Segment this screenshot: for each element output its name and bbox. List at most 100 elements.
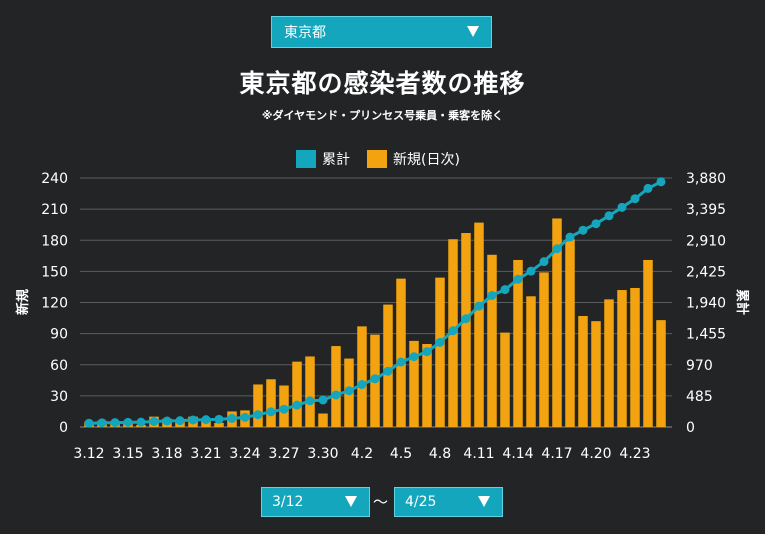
cumulative-point[interactable] (461, 314, 471, 324)
right-tick-label: 1,940 (686, 296, 726, 312)
x-tick-label: 3.27 (268, 446, 299, 462)
bar[interactable] (604, 299, 614, 427)
bar[interactable] (305, 356, 315, 427)
end-date-select[interactable]: 4/25 (394, 487, 503, 517)
bar[interactable] (630, 287, 640, 427)
bar[interactable] (656, 320, 666, 427)
right-axis-label: 累計 (734, 289, 750, 315)
cumulative-point[interactable] (370, 374, 380, 384)
cumulative-point[interactable] (279, 404, 289, 414)
bar[interactable] (487, 254, 497, 427)
legend-swatch-cumulative[interactable] (296, 150, 316, 168)
cumulative-point[interactable] (435, 337, 445, 347)
legend-swatch-daily[interactable] (367, 150, 387, 168)
cumulative-point[interactable] (500, 285, 510, 295)
bar[interactable] (591, 321, 601, 427)
chevron-down-icon[interactable] (478, 496, 490, 507)
bar[interactable] (422, 344, 432, 427)
bar[interactable] (266, 379, 276, 427)
cumulative-point[interactable] (214, 414, 224, 424)
bar[interactable] (318, 413, 328, 427)
cumulative-point[interactable] (84, 418, 94, 428)
cumulative-point[interactable] (474, 301, 484, 311)
x-tick-label: 4.20 (580, 446, 611, 462)
region-select[interactable]: 東京都 (271, 16, 492, 48)
cumulative-point[interactable] (110, 418, 120, 428)
bar[interactable] (500, 332, 510, 427)
x-tick-label: 3.21 (190, 446, 221, 462)
bar[interactable] (474, 222, 484, 427)
cumulative-point[interactable] (318, 395, 328, 405)
right-tick-label: 3,880 (686, 171, 726, 187)
cumulative-point[interactable] (552, 244, 562, 254)
cumulative-point[interactable] (409, 352, 419, 362)
cumulative-point[interactable] (162, 416, 172, 426)
bar[interactable] (565, 239, 575, 427)
start-date-value: 3/12 (272, 494, 304, 510)
cumulative-point[interactable] (383, 366, 393, 376)
cumulative-point[interactable] (201, 415, 211, 425)
bar[interactable] (357, 326, 367, 427)
bar[interactable] (539, 272, 549, 427)
cumulative-point[interactable] (656, 177, 666, 187)
cumulative-point[interactable] (591, 219, 601, 229)
cumulative-point[interactable] (344, 386, 354, 396)
cumulative-point[interactable] (604, 211, 614, 221)
cumulative-point[interactable] (565, 232, 575, 242)
chart-subtitle: ※ダイヤモンド・プリンセス号乗員・乗客を除く (261, 109, 504, 122)
bar[interactable] (253, 384, 263, 427)
cumulative-point[interactable] (396, 357, 406, 367)
cumulative-point[interactable] (539, 257, 549, 267)
bar[interactable] (461, 232, 471, 427)
cumulative-point[interactable] (513, 274, 523, 284)
cumulative-point[interactable] (305, 396, 315, 406)
cumulative-point[interactable] (617, 202, 627, 212)
left-tick-label: 30 (50, 389, 68, 405)
cumulative-point[interactable] (253, 410, 263, 420)
right-tick-label: 2,910 (686, 233, 726, 249)
cumulative-point[interactable] (240, 412, 250, 422)
cumulative-point[interactable] (227, 413, 237, 423)
cumulative-point[interactable] (448, 326, 458, 336)
cumulative-point[interactable] (292, 400, 302, 410)
cumulative-point[interactable] (630, 194, 640, 204)
cumulative-point[interactable] (149, 417, 159, 427)
bar[interactable] (214, 422, 224, 427)
cumulative-point[interactable] (136, 417, 146, 427)
date-range-separator: ～ (373, 493, 389, 511)
cumulative-point[interactable] (578, 225, 588, 235)
bar[interactable] (552, 218, 562, 427)
cumulative-point[interactable] (97, 418, 107, 428)
cumulative-point[interactable] (266, 407, 276, 417)
bar[interactable] (383, 304, 393, 427)
bar[interactable] (513, 259, 523, 427)
cumulative-point[interactable] (422, 347, 432, 357)
left-tick-label: 90 (50, 327, 68, 343)
chevron-down-icon[interactable] (467, 26, 479, 37)
bar[interactable] (578, 315, 588, 427)
cumulative-point[interactable] (526, 266, 536, 276)
cumulative-point[interactable] (175, 416, 185, 426)
cumulative-point[interactable] (487, 290, 497, 300)
cumulative-point[interactable] (123, 417, 133, 427)
region-select-value: 東京都 (284, 25, 326, 41)
bar[interactable] (643, 259, 653, 427)
bar[interactable] (396, 278, 406, 427)
chart-title: 東京都の感染者数の推移 (239, 69, 526, 98)
bar[interactable] (617, 290, 627, 427)
cumulative-point[interactable] (357, 380, 367, 390)
cumulative-point[interactable] (188, 415, 198, 425)
bar[interactable] (292, 361, 302, 427)
chevron-down-icon[interactable] (345, 496, 357, 507)
legend-label-daily: 新規(日次) (393, 152, 460, 168)
x-tick-label: 4.17 (541, 446, 572, 462)
cumulative-point[interactable] (643, 183, 653, 193)
bar[interactable] (526, 296, 536, 427)
cumulative-point[interactable] (331, 390, 341, 400)
x-tick-label: 4.11 (463, 446, 494, 462)
start-date-select[interactable]: 3/12 (261, 487, 370, 517)
bar[interactable] (331, 346, 341, 427)
bar[interactable] (435, 277, 445, 427)
bar[interactable] (409, 340, 419, 427)
